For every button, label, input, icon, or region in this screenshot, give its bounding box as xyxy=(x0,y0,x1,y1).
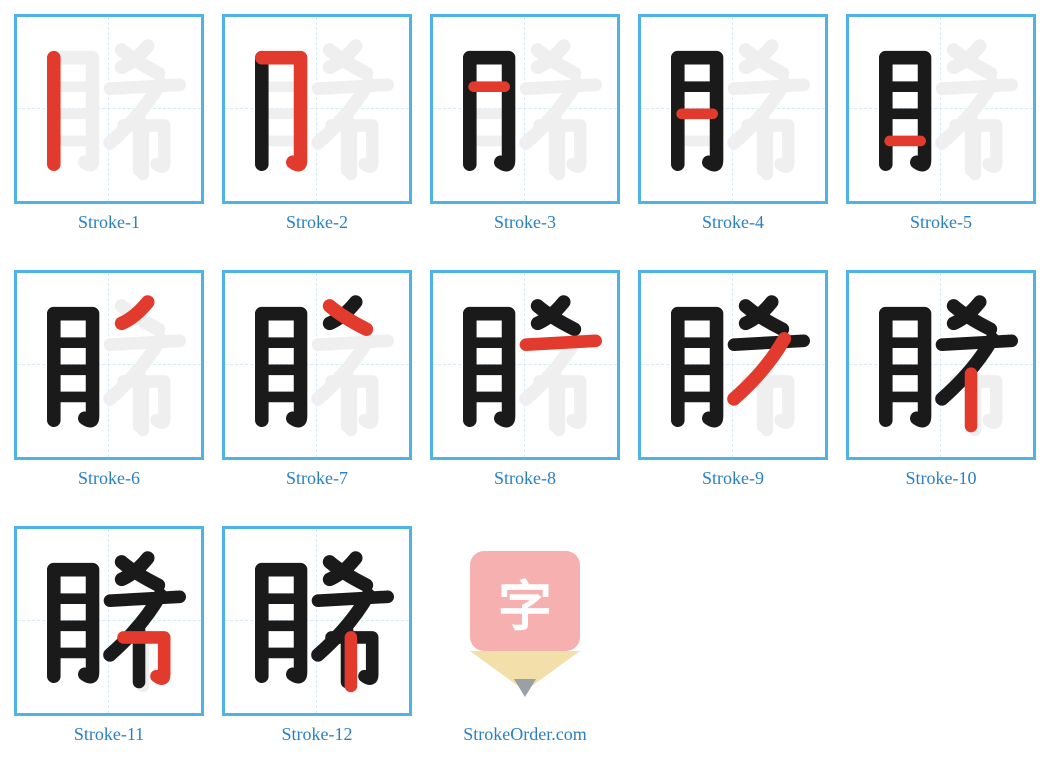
stroke-tile-12: Stroke-12 xyxy=(222,526,412,745)
tile-frame xyxy=(14,270,204,460)
tile-frame xyxy=(14,526,204,716)
pencil-head: 字 xyxy=(470,551,580,651)
stroke-label: Stroke-10 xyxy=(846,468,1036,489)
stroke-label: Stroke-4 xyxy=(638,212,828,233)
stroke-svg xyxy=(225,273,409,457)
stroke-svg xyxy=(849,17,1033,201)
tile-frame xyxy=(14,14,204,204)
stroke-tile-2: Stroke-2 xyxy=(222,14,412,233)
stroke-svg xyxy=(17,529,201,713)
stroke-current-8 xyxy=(526,341,596,345)
stroke-ghost-8 xyxy=(318,85,388,89)
stroke-tile-1: Stroke-1 xyxy=(14,14,204,233)
stroke-svg xyxy=(225,529,409,713)
stroke-tile-3: Stroke-3 xyxy=(430,14,620,233)
stroke-label: Stroke-11 xyxy=(14,724,204,745)
stroke-svg xyxy=(641,273,825,457)
stroke-ghost-8 xyxy=(942,85,1012,89)
stroke-tile-7: Stroke-7 xyxy=(222,270,412,489)
stroke-done-8 xyxy=(942,341,1012,345)
stroke-label: Stroke-12 xyxy=(222,724,412,745)
stroke-tile-10: Stroke-10 xyxy=(846,270,1036,489)
tile-frame xyxy=(430,270,620,460)
stroke-label: Stroke-6 xyxy=(14,468,204,489)
tile-frame xyxy=(638,270,828,460)
stroke-label: Stroke-7 xyxy=(222,468,412,489)
stroke-tile-8: Stroke-8 xyxy=(430,270,620,489)
tile-frame xyxy=(222,526,412,716)
stroke-label: Stroke-3 xyxy=(430,212,620,233)
stroke-done-8 xyxy=(318,597,388,601)
tile-frame xyxy=(222,270,412,460)
stroke-ghost-8 xyxy=(526,85,596,89)
stroke-svg xyxy=(17,17,201,201)
stroke-svg xyxy=(641,17,825,201)
stroke-label: Stroke-5 xyxy=(846,212,1036,233)
stroke-label: Stroke-2 xyxy=(222,212,412,233)
stroke-tile-11: Stroke-11 xyxy=(14,526,204,745)
stroke-label: Stroke-1 xyxy=(14,212,204,233)
stroke-ghost-8 xyxy=(318,341,388,345)
stroke-tile-9: Stroke-9 xyxy=(638,270,828,489)
logo-box: 字 xyxy=(430,526,620,716)
stroke-tile-4: Stroke-4 xyxy=(638,14,828,233)
tile-frame xyxy=(430,14,620,204)
pencil-icon: 字 xyxy=(460,541,590,701)
stroke-svg xyxy=(433,17,617,201)
stroke-label: Stroke-9 xyxy=(638,468,828,489)
stroke-label: Stroke-8 xyxy=(430,468,620,489)
stroke-svg xyxy=(225,17,409,201)
tile-frame xyxy=(846,14,1036,204)
tile-frame xyxy=(222,14,412,204)
stroke-ghost-8 xyxy=(110,85,180,89)
stroke-svg xyxy=(17,273,201,457)
stroke-done-8 xyxy=(734,341,804,345)
stroke-ghost-8 xyxy=(734,85,804,89)
logo-label: StrokeOrder.com xyxy=(430,724,620,745)
stroke-done-8 xyxy=(110,597,180,601)
stroke-svg xyxy=(849,273,1033,457)
tile-frame xyxy=(638,14,828,204)
stroke-tile-6: Stroke-6 xyxy=(14,270,204,489)
logo-glyph: 字 xyxy=(498,562,552,641)
stroke-svg xyxy=(433,273,617,457)
tile-frame xyxy=(846,270,1036,460)
logo-tile: 字 StrokeOrder.com xyxy=(430,526,620,745)
stroke-ghost-8 xyxy=(110,341,180,345)
pencil-lead xyxy=(514,679,536,697)
stroke-tile-5: Stroke-5 xyxy=(846,14,1036,233)
